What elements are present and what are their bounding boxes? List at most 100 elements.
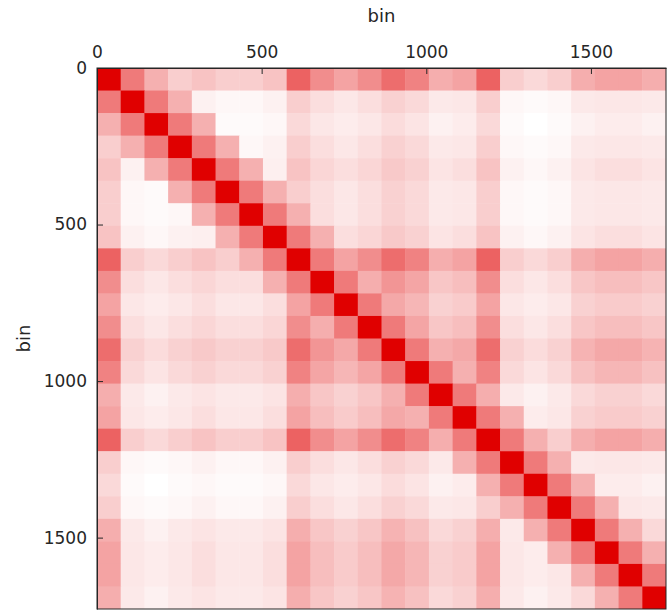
heat-cell [216,541,240,564]
heat-cell [168,564,192,587]
heat-cell [121,226,145,249]
heat-cell [382,181,406,204]
heat-cell [500,113,524,136]
heat-cell [405,158,429,181]
heat-cell [168,474,192,497]
heat-cell [524,316,548,339]
heat-cell [168,316,192,339]
heat-cell [216,203,240,226]
heat-cell [192,158,216,181]
heat-cell [382,586,406,609]
heat-cell [287,91,311,114]
heat-cell [216,271,240,294]
heat-cell [571,339,595,362]
heat-cell [405,271,429,294]
heat-cell [168,113,192,136]
heat-cell [429,519,453,542]
heat-cell [334,226,358,249]
heat-cell [524,451,548,474]
heat-cell [121,541,145,564]
tick-mark [426,68,427,74]
heat-cell [619,451,643,474]
heat-cell [192,248,216,271]
heat-cell [595,496,619,519]
heat-cell [358,293,382,316]
heat-cell [547,136,571,159]
heat-cell [642,361,666,384]
heat-cell [287,158,311,181]
heat-cell [216,451,240,474]
heat-cell [168,496,192,519]
heat-cell [97,564,121,587]
heat-cell [382,474,406,497]
heat-cell [216,113,240,136]
heat-cell [382,496,406,519]
heat-cell [476,384,500,407]
heat-cell [547,339,571,362]
heat-cell [571,429,595,452]
tick: 1500 [570,42,613,74]
heat-cell [595,339,619,362]
heat-cell [358,136,382,159]
heat-cell [595,586,619,609]
heat-cell [405,339,429,362]
heat-cell [524,158,548,181]
heat-cell [97,384,121,407]
tick-mark [97,225,103,226]
heat-cell [500,451,524,474]
heat-cell [239,113,263,136]
heat-cell [524,271,548,294]
heat-cell [595,158,619,181]
heat-cell [144,451,168,474]
heat-cell [429,136,453,159]
heat-cell [547,68,571,91]
heat-cell [310,68,334,91]
heat-cell [547,248,571,271]
heat-cell [405,91,429,114]
heat-cell [144,384,168,407]
heat-cell [453,496,477,519]
heat-cell [121,384,145,407]
heat-cell [216,158,240,181]
heat-cell [216,181,240,204]
heat-cell [287,136,311,159]
heat-cell [571,226,595,249]
heat-cell [97,248,121,271]
heat-cell [334,474,358,497]
heat-cell [121,136,145,159]
heat-cell [642,451,666,474]
heat-cell [192,586,216,609]
heat-cell [121,586,145,609]
heat-cell [358,451,382,474]
heat-cell [168,293,192,316]
heat-cell [642,271,666,294]
heat-cell [619,564,643,587]
heat-cell [571,203,595,226]
heat-cell [168,68,192,91]
heat-cell [144,158,168,181]
heat-cell [192,496,216,519]
heat-cell [382,406,406,429]
heat-cell [310,271,334,294]
heat-cell [619,519,643,542]
heat-cell [334,248,358,271]
heat-cell [287,316,311,339]
heat-cell [619,586,643,609]
heat-cell [239,474,263,497]
heat-cell [453,519,477,542]
tick-label: 1000 [44,371,87,391]
heat-cell [547,384,571,407]
heat-cell [310,496,334,519]
heat-cell [97,113,121,136]
heat-cell [642,158,666,181]
y-axis-title: bin [13,325,34,353]
heat-cell [476,541,500,564]
heat-cell [263,564,287,587]
heat-cell [239,136,263,159]
heat-cell [476,564,500,587]
heat-cell [287,68,311,91]
heat-cell [382,271,406,294]
heat-cell [263,158,287,181]
chart: 050010001500050010001500binbin [0,0,672,615]
heat-cell [263,541,287,564]
